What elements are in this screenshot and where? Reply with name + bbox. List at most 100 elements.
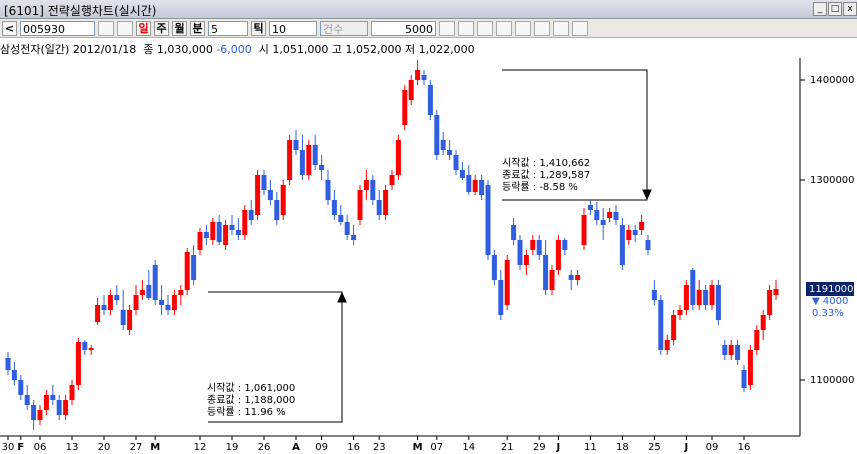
candle-body: [299, 150, 305, 175]
x-tick-label: 25: [648, 442, 661, 453]
icon[interactable]: [572, 20, 588, 36]
candle-body: [69, 385, 75, 400]
x-tick-label: 29: [533, 442, 546, 453]
range-line: [502, 69, 648, 201]
minimize[interactable]: _: [813, 2, 827, 16]
candle-body: [555, 240, 561, 270]
candle-body: [741, 370, 747, 388]
count-select[interactable]: 건수: [320, 20, 368, 36]
prev[interactable]: <: [2, 20, 17, 36]
x-tick-label: 13: [66, 442, 79, 453]
x-tick-label: 07: [430, 442, 443, 453]
candle-body: [133, 295, 139, 310]
candle-body: [651, 290, 657, 300]
icon[interactable]: [496, 20, 512, 36]
low-label: 저: [405, 43, 416, 56]
x-tick-label: 16: [347, 442, 360, 453]
candle-body: [504, 260, 510, 305]
candle-body: [427, 85, 433, 115]
candle-body: [370, 180, 376, 200]
x-tick-label: 14: [462, 442, 475, 453]
icon[interactable]: [477, 20, 493, 36]
candle-body: [82, 342, 88, 350]
tick-button[interactable]: 틱: [251, 20, 266, 36]
candle-body: [645, 240, 651, 250]
candle-body: [530, 240, 536, 250]
period-day[interactable]: 일: [136, 20, 151, 36]
candle-body: [511, 225, 517, 240]
candle-body: [235, 230, 241, 235]
candle-body: [184, 252, 190, 290]
tick-select[interactable]: 10: [269, 20, 317, 36]
x-tick-label: M: [413, 442, 423, 453]
minute-select[interactable]: 5: [208, 20, 248, 36]
candle-body: [267, 190, 273, 200]
x-tick-label: J: [684, 442, 689, 453]
x-tick-label: 06: [34, 442, 47, 453]
date: 2012/01/18: [72, 43, 137, 56]
x-tick-label: J: [556, 442, 561, 453]
candle-body: [101, 305, 107, 310]
count-input[interactable]: 5000: [371, 20, 436, 36]
candle-body: [11, 370, 17, 380]
candle-body: [383, 190, 389, 215]
candle-body: [24, 395, 30, 405]
search[interactable]: [98, 20, 114, 36]
period-minute[interactable]: 분: [190, 20, 205, 36]
candle-body: [203, 232, 209, 238]
candle-body: [376, 200, 382, 215]
high-label: 고: [331, 43, 343, 56]
candle-body: [75, 342, 81, 385]
x-tick-label: 09: [706, 442, 719, 453]
x-tick-label: 16: [738, 442, 751, 453]
candle-body: [344, 222, 350, 235]
icon[interactable]: [439, 20, 455, 36]
candle-body: [543, 255, 549, 290]
candle-body: [18, 380, 24, 395]
candle-body: [37, 410, 43, 420]
current-price-box: [806, 282, 854, 296]
change: -6,000: [216, 43, 252, 56]
candle-body: [312, 145, 318, 165]
period-week[interactable]: 주: [154, 20, 169, 36]
current-change: ▼ 4000: [812, 296, 848, 307]
x-tick-label: 30: [2, 442, 15, 453]
candle-body: [639, 222, 645, 230]
x-tick-label: 21: [501, 442, 514, 453]
candle-body: [43, 395, 49, 410]
icon[interactable]: [534, 20, 550, 36]
candle-body: [735, 345, 741, 360]
maximize[interactable]: □: [828, 2, 842, 16]
candle-body: [338, 215, 344, 222]
icon[interactable]: [515, 20, 531, 36]
icon[interactable]: [458, 20, 474, 36]
candle-body: [363, 180, 369, 190]
current-rate: 0.33%: [812, 308, 844, 319]
candle-body: [50, 395, 56, 400]
candle-body: [594, 210, 600, 220]
candle-body: [191, 255, 197, 280]
x-tick-label: A: [292, 442, 300, 453]
candle-body: [351, 235, 357, 240]
candle-body: [389, 175, 395, 185]
icon[interactable]: [553, 20, 569, 36]
candle-body: [223, 225, 229, 245]
candle-body: [146, 285, 152, 298]
candle-body: [197, 232, 203, 250]
x-tick-label: 12: [194, 442, 207, 453]
code-input[interactable]: 005930: [20, 20, 95, 36]
candle-body: [229, 225, 235, 230]
candle-body: [165, 305, 171, 310]
x-tick-label: 09: [315, 442, 328, 453]
candle-body: [242, 210, 248, 235]
tool[interactable]: [117, 20, 133, 36]
y-tick-label: 1300000: [810, 175, 855, 186]
candle-body: [619, 225, 625, 265]
candle-body: [754, 330, 760, 350]
candle-body: [715, 285, 721, 320]
candle-body: [63, 400, 69, 415]
period-month[interactable]: 월: [172, 20, 187, 36]
candle-body: [178, 290, 184, 295]
window-title: [6101] 전략실행차트(실시간): [4, 4, 157, 18]
